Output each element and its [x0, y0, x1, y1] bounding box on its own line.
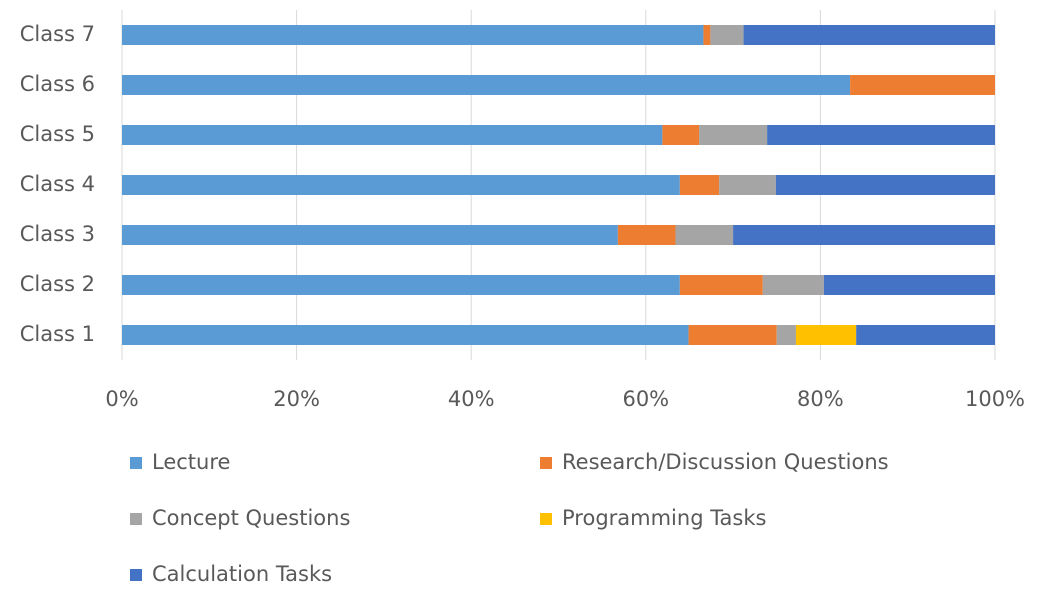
- legend-swatch: [540, 513, 552, 525]
- bar-segment: [122, 225, 618, 245]
- bar-segment: [122, 175, 680, 195]
- legend-label: Calculation Tasks: [152, 562, 332, 586]
- y-tick-label: Class 6: [20, 72, 95, 96]
- bar-segment: [762, 275, 824, 295]
- bar-segment: [679, 175, 720, 195]
- bar-segment: [122, 275, 680, 295]
- bar-segment: [679, 275, 763, 295]
- bar-segment: [733, 225, 995, 245]
- y-tick-label: Class 2: [20, 272, 95, 296]
- y-tick-label: Class 3: [20, 222, 95, 246]
- y-tick-label: Class 4: [20, 172, 95, 196]
- bar-segment: [775, 175, 995, 195]
- bar-segment: [719, 175, 776, 195]
- legend-label: Lecture: [152, 450, 230, 474]
- legend-swatch: [540, 457, 552, 469]
- bar-segment: [767, 125, 995, 145]
- bar-segment: [703, 25, 711, 45]
- bar-segment: [795, 325, 857, 345]
- legend-swatch: [130, 569, 142, 581]
- x-tick-label: 0%: [105, 387, 138, 411]
- bar-segment: [850, 75, 995, 95]
- bar-segment: [699, 125, 768, 145]
- bar-segment: [122, 325, 689, 345]
- x-tick-label: 20%: [273, 387, 320, 411]
- legend-swatch: [130, 457, 142, 469]
- bar-segment: [856, 325, 995, 345]
- legend-label: Research/Discussion Questions: [562, 450, 889, 474]
- y-tick-label: Class 1: [20, 322, 95, 346]
- x-tick-label: 100%: [965, 387, 1025, 411]
- y-tick-label: Class 7: [20, 22, 95, 46]
- legend-swatch: [130, 513, 142, 525]
- x-tick-label: 60%: [622, 387, 669, 411]
- legend-label: Concept Questions: [152, 506, 350, 530]
- legend-label: Programming Tasks: [562, 506, 766, 530]
- y-tick-label: Class 5: [20, 122, 95, 146]
- x-tick-label: 40%: [448, 387, 495, 411]
- bar-segment: [122, 25, 704, 45]
- bar-segment: [823, 275, 995, 295]
- bar-segment: [662, 125, 700, 145]
- bar-segment: [122, 125, 663, 145]
- bar-segment: [743, 25, 995, 45]
- bar-segment: [710, 25, 744, 45]
- bar-segment: [122, 75, 851, 95]
- bar-segment: [675, 225, 734, 245]
- bar-segment: [617, 225, 676, 245]
- bar-segment: [688, 325, 777, 345]
- bar-segment: [776, 325, 796, 345]
- x-tick-label: 80%: [797, 387, 844, 411]
